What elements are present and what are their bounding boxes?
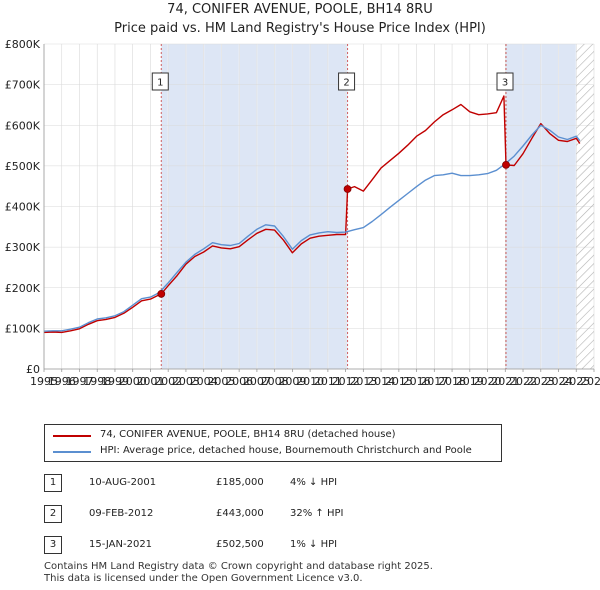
transaction-row: 2 09-FEB-2012 £443,000 32% ↑ HPI: [44, 505, 464, 523]
transaction-number: 3: [44, 536, 62, 554]
x-tick-label: 2005: [207, 375, 235, 388]
transaction-date: 15-JAN-2021: [89, 539, 153, 550]
sale-number-label: 1: [157, 78, 163, 89]
x-tick-label: 2010: [296, 375, 324, 388]
x-tick-label: 2026: [580, 375, 600, 388]
x-tick-label: 2001: [136, 375, 164, 388]
y-tick-label: £300K: [5, 241, 41, 254]
y-tick-label: £0: [26, 363, 40, 376]
x-tick-label: 2025: [562, 375, 590, 388]
x-tick-label: 2024: [545, 375, 573, 388]
y-tick-label: £500K: [5, 160, 41, 173]
y-tick-label: £700K: [5, 79, 41, 92]
x-tick-label: 2021: [491, 375, 519, 388]
x-tick-label: 1997: [65, 375, 93, 388]
x-tick-label: 2009: [278, 375, 306, 388]
x-tick-label: 2013: [349, 375, 377, 388]
sale-point: [157, 289, 166, 298]
y-tick-label: £100K: [5, 322, 41, 335]
sale-point: [502, 160, 510, 169]
forecast-hatch: [576, 44, 594, 369]
x-tick-label: 1998: [83, 375, 111, 388]
transaction-row: 3 15-JAN-2021 £502,500 1% ↓ HPI: [44, 536, 464, 554]
transaction-price: £443,000: [216, 508, 264, 519]
x-tick-label: 1999: [101, 375, 129, 388]
x-tick-label: 2000: [119, 375, 147, 388]
price-chart: 1 2 3 £0 £100K £200K £300K £400K £500K £600K £700K…: [5, 38, 600, 388]
footer-copyright: Contains HM Land Registry data © Crown c…: [44, 561, 433, 572]
sale-number-label: 2: [343, 78, 349, 89]
y-tick-label: £200K: [5, 282, 41, 295]
y-tick-label: £800K: [5, 38, 41, 51]
transaction-date: 09-FEB-2012: [89, 508, 154, 519]
x-tick-label: 2008: [261, 375, 289, 388]
y-tick-label: £400K: [5, 201, 41, 214]
legend-swatch-property: [53, 435, 91, 437]
x-tick-label: 2004: [190, 375, 218, 388]
x-tick-label: 2014: [367, 375, 395, 388]
x-tick-label: 2016: [403, 375, 431, 388]
x-tick-label: 2006: [225, 375, 253, 388]
legend-swatch-hpi: [53, 451, 91, 453]
y-tick-label: £600K: [5, 119, 41, 132]
legend-label-hpi: HPI: Average price, detached house, Bour…: [100, 445, 472, 456]
x-tick-label: 2015: [385, 375, 413, 388]
sale-number-box: [151, 72, 169, 91]
sale-point: [343, 185, 352, 193]
sale-number-box: [496, 72, 514, 91]
x-tick-label: 2023: [527, 375, 555, 388]
x-tick-label: 2002: [154, 375, 182, 388]
x-tick-label: 2020: [474, 375, 502, 388]
x-tick-label: 2011: [314, 375, 342, 388]
sale-number-label: 3: [502, 78, 508, 89]
transaction-number: 1: [44, 474, 62, 492]
x-tick-label: 2007: [243, 375, 271, 388]
transaction-price: £185,000: [216, 477, 264, 488]
chart-title: 74, CONIFER AVENUE, POOLE, BH14 8RU: [167, 2, 433, 17]
sale-number-box: [338, 72, 356, 91]
x-tick-label: 1996: [48, 375, 76, 388]
property-price-line: [43, 95, 581, 334]
x-tick-label: 2017: [420, 375, 448, 388]
hpi-line: [43, 124, 581, 332]
footer-license: This data is licensed under the Open Gov…: [44, 573, 363, 584]
transaction-hpi-diff: 32% ↑ HPI: [290, 508, 344, 519]
legend-label-property: 74, CONIFER AVENUE, POOLE, BH14 8RU (det…: [100, 429, 396, 440]
x-tick-label: 2018: [438, 375, 466, 388]
x-tick-label: 2019: [456, 375, 484, 388]
transaction-row: 1 10-AUG-2001 £185,000 4% ↓ HPI: [44, 474, 464, 492]
transaction-number: 2: [44, 505, 62, 523]
transaction-price: £502,500: [216, 539, 264, 550]
chart-subtitle: Price paid vs. HM Land Registry's House …: [114, 21, 486, 36]
transaction-date: 10-AUG-2001: [89, 477, 157, 488]
x-tick-label: 2012: [332, 375, 360, 388]
x-tick-label: 1995: [30, 375, 58, 388]
x-tick-label: 2003: [172, 375, 200, 388]
transaction-hpi-diff: 4% ↓ HPI: [290, 477, 338, 488]
transaction-hpi-diff: 1% ↓ HPI: [290, 539, 338, 550]
x-tick-label: 2022: [509, 375, 537, 388]
legend: 74, CONIFER AVENUE, POOLE, BH14 8RU (det…: [44, 424, 502, 462]
